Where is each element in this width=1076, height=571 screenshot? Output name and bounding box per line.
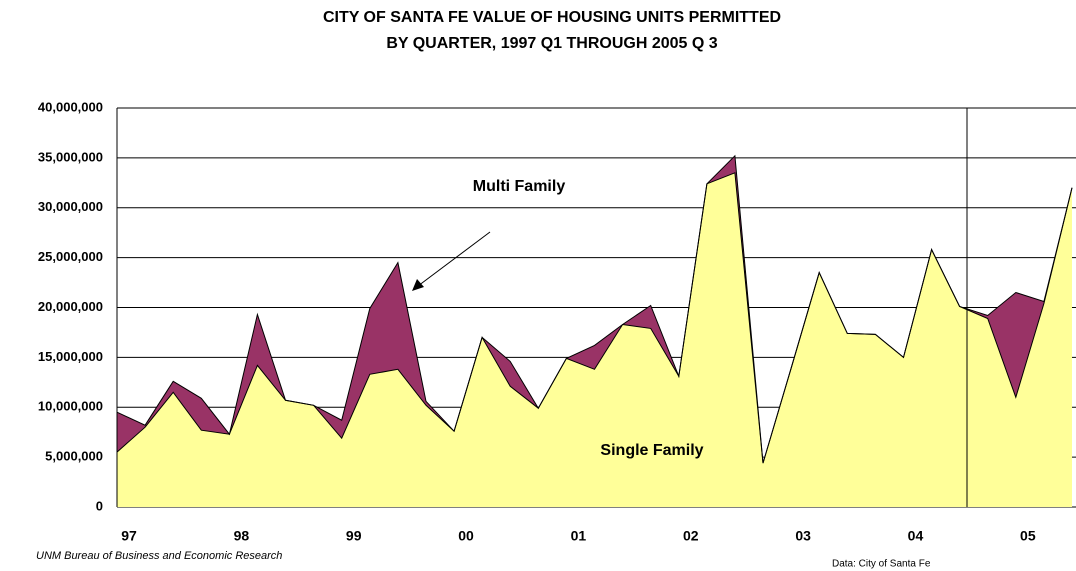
arrow-shaft: [417, 231, 491, 287]
y-tick-label: 40,000,000: [38, 99, 103, 114]
chart-title: CITY OF SANTA FE VALUE OF HOUSING UNITS …: [323, 9, 781, 26]
plot-area: 0 5,000,000 10,000,000 15,000,000 20,000,000…: [38, 99, 1076, 544]
y-tick-label: 15,000,000: [38, 349, 103, 364]
arrow-head: [412, 279, 424, 291]
area: [117, 155, 1072, 464]
y-tick-label: 0: [96, 498, 103, 513]
x-tick-label: 03: [795, 528, 811, 544]
x-tick-label: 00: [458, 528, 474, 544]
y-tick-label: 10,000,000: [38, 399, 103, 414]
x-tick-label: 05: [1020, 528, 1036, 544]
area: [117, 172, 1072, 508]
series-label: Multi Family: [473, 178, 566, 195]
source-right: Data: City of Santa Fe: [832, 559, 931, 570]
x-tick-label: 98: [234, 528, 250, 544]
x-tick-label: 01: [571, 528, 587, 544]
y-tick-label: 20,000,000: [38, 299, 103, 314]
y-tick-label: 30,000,000: [38, 199, 103, 214]
x-tick-label: 99: [346, 528, 362, 544]
x-tick-label: 02: [683, 528, 699, 544]
x-tick-label: 04: [908, 528, 924, 544]
source-left: UNM Bureau of Business and Economic Rese…: [36, 550, 282, 562]
y-tick-label: 5,000,000: [45, 449, 103, 464]
y-tick-label: 35,000,000: [38, 149, 103, 164]
area-outline: [116, 154, 1073, 464]
y-tick-label: 25,000,000: [38, 249, 103, 264]
x-tick-label: 97: [121, 528, 137, 544]
chart-subtitle: BY QUARTER, 1997 Q1 THROUGH 2005 Q 3: [386, 35, 717, 52]
series-label: Single Family: [600, 442, 703, 459]
